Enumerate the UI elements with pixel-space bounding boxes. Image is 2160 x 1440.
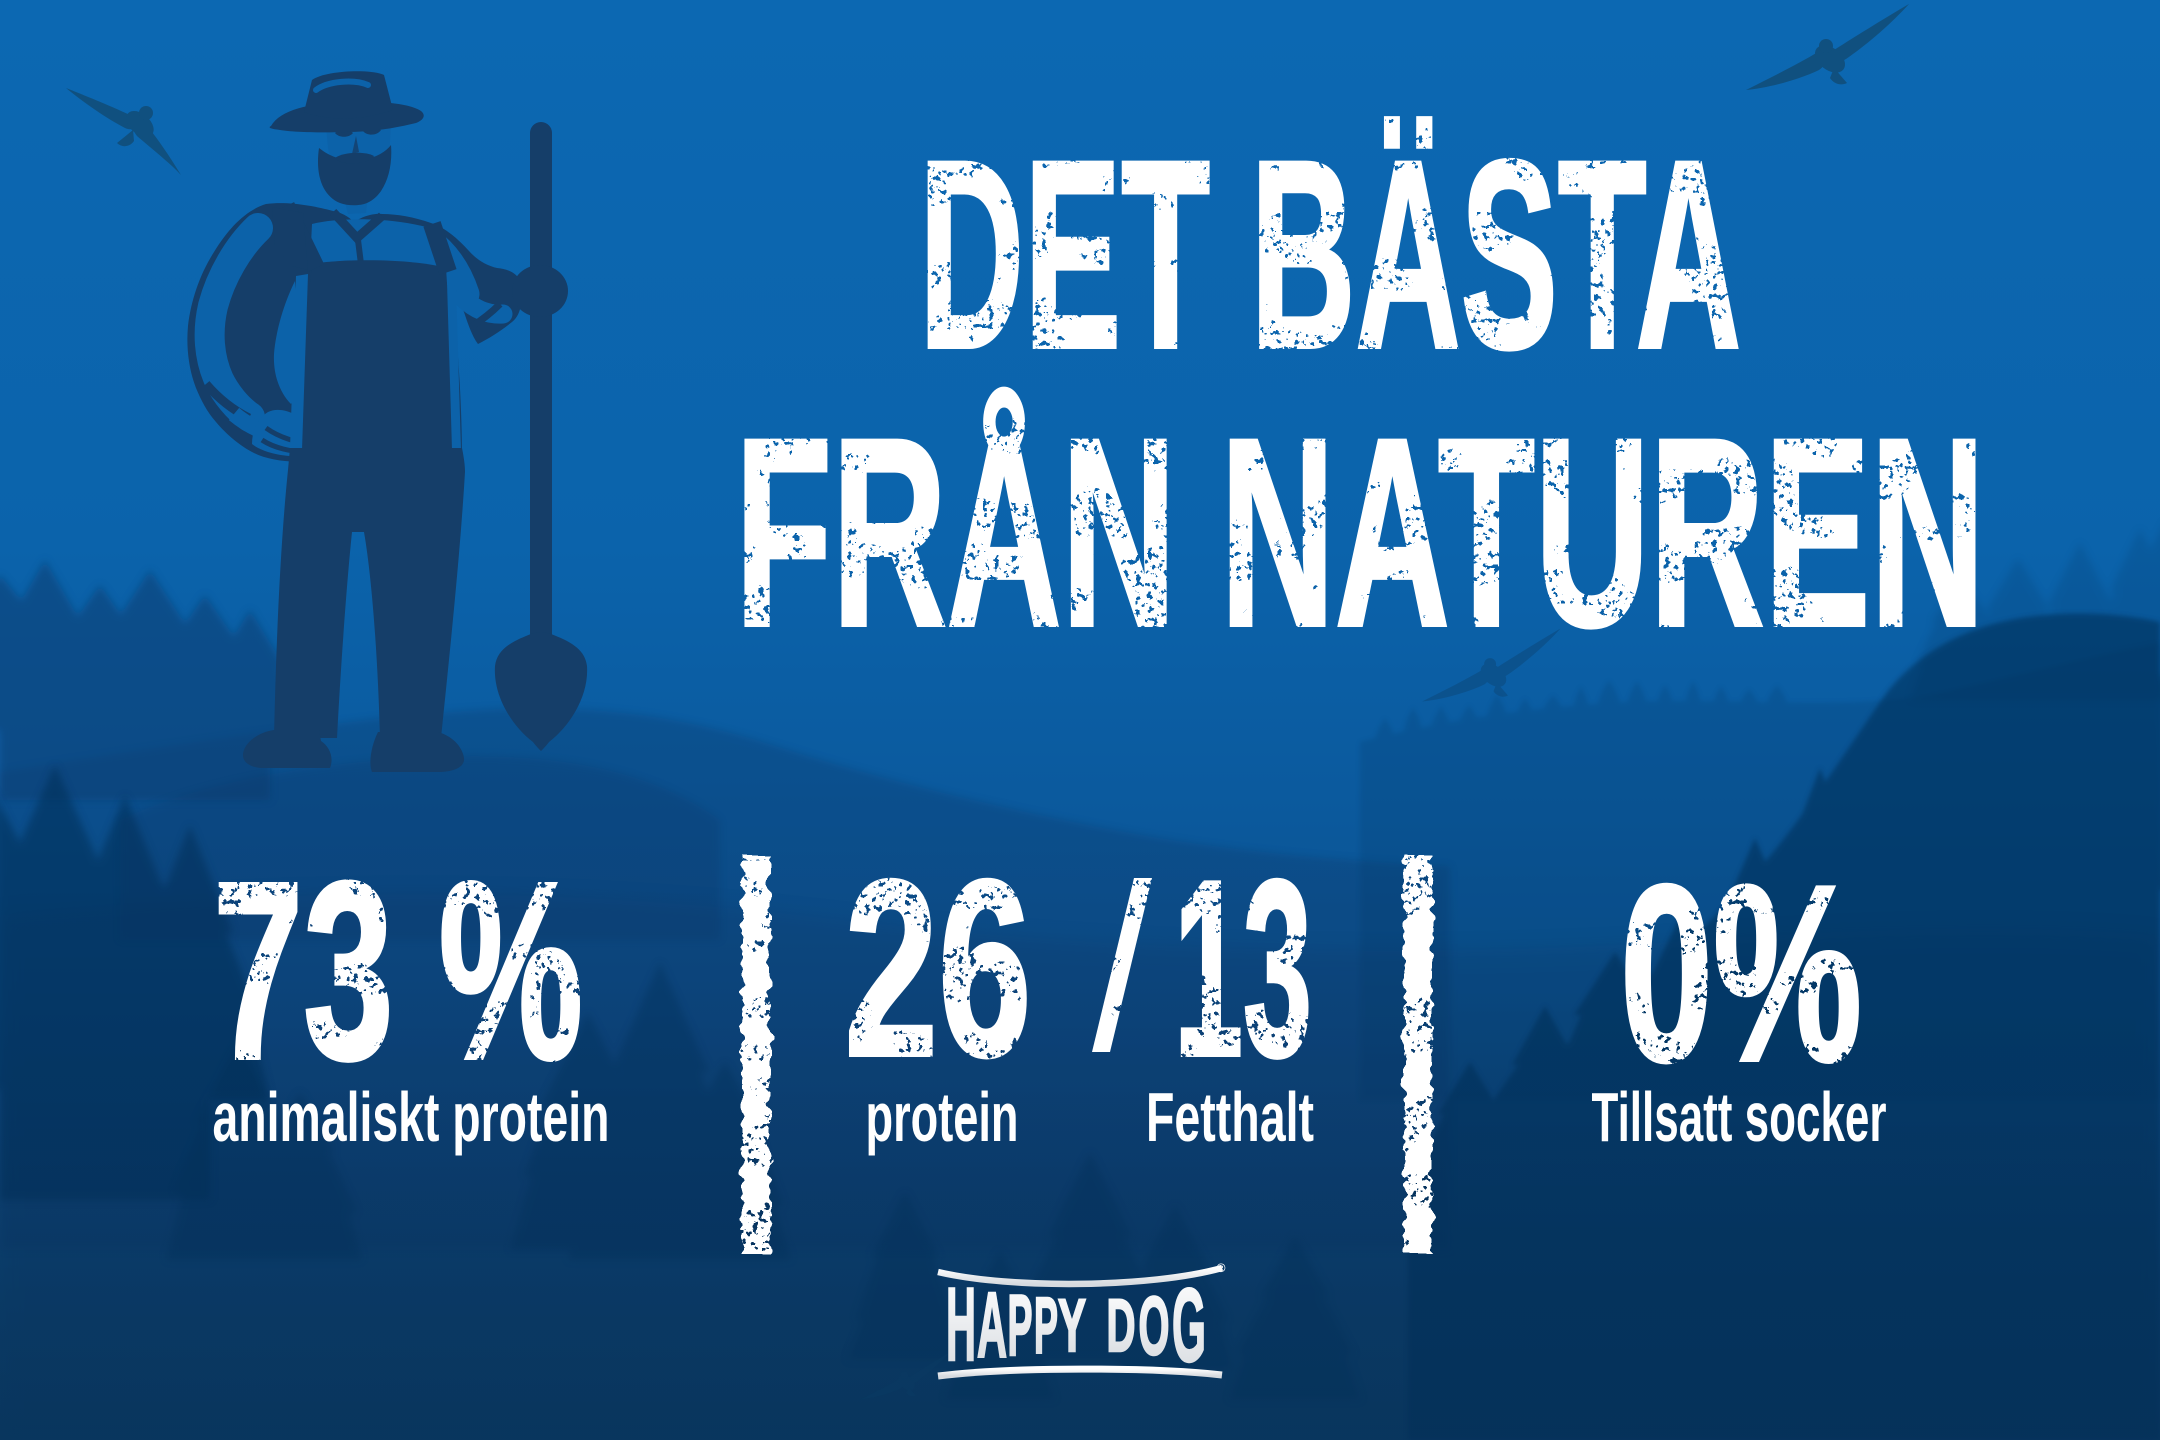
svg-text:animaliskt protein: animaliskt protein bbox=[213, 1078, 610, 1156]
svg-text:®: ® bbox=[1217, 1261, 1226, 1275]
svg-text:Fetthalt: Fetthalt bbox=[1146, 1078, 1314, 1156]
svg-text:FRÅN NATUREN: FRÅN NATUREN bbox=[735, 382, 1985, 682]
svg-text:DET BÄSTA: DET BÄSTA bbox=[919, 104, 1741, 404]
svg-text:O: O bbox=[1139, 1279, 1170, 1372]
svg-text:H: H bbox=[946, 1267, 976, 1383]
svg-text:G: G bbox=[1172, 1268, 1206, 1384]
svg-text:0%: 0% bbox=[1620, 834, 1862, 1114]
svg-text:P: P bbox=[1008, 1278, 1033, 1374]
svg-text:26: 26 bbox=[845, 829, 1032, 1109]
svg-text:Y: Y bbox=[1058, 1284, 1086, 1367]
svg-text:73 %: 73 % bbox=[213, 829, 583, 1112]
svg-text:D: D bbox=[1107, 1284, 1136, 1367]
svg-text:13: 13 bbox=[1174, 829, 1312, 1109]
svg-text:P: P bbox=[1034, 1281, 1058, 1370]
svg-text:A: A bbox=[977, 1273, 1007, 1377]
svg-text:protein: protein bbox=[866, 1078, 1019, 1156]
svg-text:Tillsatt socker: Tillsatt socker bbox=[1592, 1078, 1887, 1156]
